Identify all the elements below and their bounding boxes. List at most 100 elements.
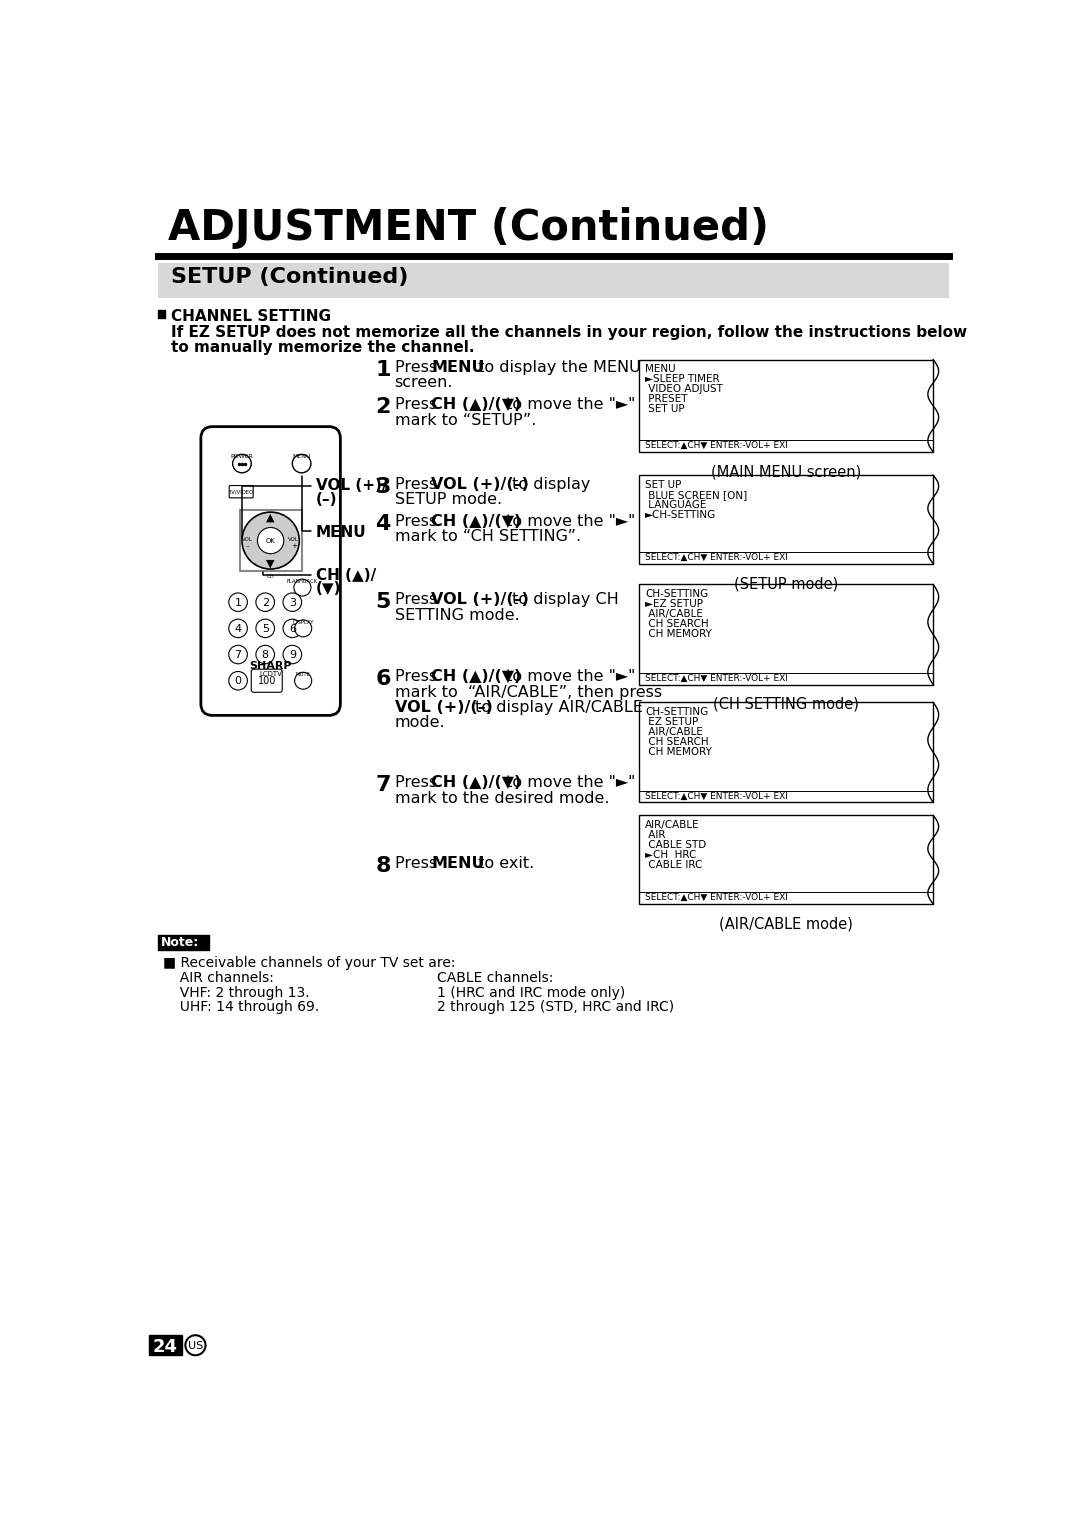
Circle shape	[229, 672, 247, 690]
Text: to display AIR/CABLE: to display AIR/CABLE	[471, 700, 644, 715]
Text: AIR/CABLE: AIR/CABLE	[645, 821, 700, 830]
Text: SHARP: SHARP	[249, 661, 292, 672]
Text: to move the "►": to move the "►"	[501, 514, 635, 529]
Text: TV/VIDEO: TV/VIDEO	[229, 489, 254, 494]
Text: to move the "►": to move the "►"	[501, 669, 635, 684]
Text: BLUE SCREEN [ON]: BLUE SCREEN [ON]	[645, 489, 747, 500]
Circle shape	[256, 594, 274, 612]
Text: to move the "►": to move the "►"	[501, 397, 635, 413]
Text: 7: 7	[375, 776, 391, 796]
Circle shape	[186, 1335, 205, 1355]
Text: SELECT:▲CH▼ ENTER:-VOL+ EXI: SELECT:▲CH▼ ENTER:-VOL+ EXI	[645, 893, 787, 902]
Text: CH-SETTING: CH-SETTING	[645, 707, 708, 716]
Text: screen.: screen.	[394, 374, 454, 390]
Text: SETTING mode.: SETTING mode.	[394, 607, 519, 623]
Text: mark to “SETUP”.: mark to “SETUP”.	[394, 413, 536, 428]
Circle shape	[242, 512, 299, 569]
FancyBboxPatch shape	[201, 426, 340, 715]
Text: ADJUSTMENT (Continued): ADJUSTMENT (Continued)	[167, 207, 769, 249]
Text: Press: Press	[394, 669, 442, 684]
Text: (▼): (▼)	[315, 581, 341, 597]
Text: 7: 7	[234, 650, 242, 660]
Text: 3: 3	[375, 477, 391, 497]
Text: CABLE IRC: CABLE IRC	[645, 861, 702, 870]
Text: MENU: MENU	[431, 359, 485, 374]
Text: CHANNEL SETTING: CHANNEL SETTING	[171, 308, 330, 324]
Circle shape	[283, 646, 301, 664]
Text: CH (▲)/(▼): CH (▲)/(▼)	[431, 669, 522, 684]
Text: EZ SETUP: EZ SETUP	[645, 716, 698, 727]
Text: ■ Receivable channels of your TV set are:: ■ Receivable channels of your TV set are…	[163, 956, 456, 969]
Text: 1: 1	[375, 359, 391, 379]
Text: 9: 9	[288, 650, 296, 660]
Circle shape	[295, 620, 312, 637]
Text: 2: 2	[375, 397, 391, 417]
Text: If EZ SETUP does not memorize all the channels in your region, follow the instru: If EZ SETUP does not memorize all the ch…	[171, 325, 967, 341]
Text: CH MEMORY: CH MEMORY	[645, 629, 712, 640]
Text: AIR channels:: AIR channels:	[171, 971, 273, 985]
Text: LCDTV: LCDTV	[259, 672, 282, 678]
Bar	[159, 310, 165, 318]
Text: to display CH: to display CH	[508, 592, 619, 607]
Circle shape	[257, 528, 284, 554]
FancyBboxPatch shape	[252, 669, 282, 692]
Bar	[638, 476, 933, 563]
Text: UHF: 14 through 69.: UHF: 14 through 69.	[171, 1000, 319, 1014]
Text: SELECT:▲CH▼ ENTER:-VOL+ EXI: SELECT:▲CH▼ ENTER:-VOL+ EXI	[645, 673, 787, 683]
Circle shape	[294, 580, 311, 597]
Text: 1: 1	[234, 598, 242, 607]
Circle shape	[256, 646, 274, 664]
Text: SET UP: SET UP	[645, 480, 681, 489]
Text: mark to “CH SETTING”.: mark to “CH SETTING”.	[394, 529, 581, 545]
Text: to display the MENU: to display the MENU	[473, 359, 640, 374]
Text: mode.: mode.	[394, 715, 445, 730]
Text: POWER: POWER	[230, 454, 254, 459]
Text: CH (▲)/(▼): CH (▲)/(▼)	[431, 776, 522, 790]
Text: Press: Press	[394, 397, 442, 413]
Text: ►CH  HRC: ►CH HRC	[645, 850, 697, 861]
Text: ▲: ▲	[267, 512, 275, 523]
Text: VOL (+)/: VOL (+)/	[315, 479, 387, 494]
Text: 1 (HRC and IRC mode only): 1 (HRC and IRC mode only)	[437, 986, 625, 1000]
FancyBboxPatch shape	[229, 486, 253, 499]
Text: CH: CH	[267, 574, 274, 578]
Text: Press: Press	[394, 477, 442, 492]
Text: (SETUP mode): (SETUP mode)	[734, 575, 838, 591]
Text: Note:: Note:	[161, 936, 200, 950]
Circle shape	[256, 620, 274, 638]
Text: OK: OK	[266, 538, 275, 545]
Text: VIDEO ADJUST: VIDEO ADJUST	[645, 385, 723, 394]
Text: ►CH-SETTING: ►CH-SETTING	[645, 509, 716, 520]
Text: ►SLEEP TIMER: ►SLEEP TIMER	[645, 374, 719, 385]
Text: CH SEARCH: CH SEARCH	[645, 736, 708, 747]
Text: 8: 8	[375, 856, 391, 876]
Text: Press: Press	[394, 856, 442, 870]
Text: 24: 24	[152, 1338, 178, 1356]
Circle shape	[229, 620, 247, 638]
Text: (MAIN MENU screen): (MAIN MENU screen)	[711, 465, 861, 479]
Circle shape	[295, 672, 312, 689]
Text: 100: 100	[257, 676, 275, 686]
Text: LANGUAGE: LANGUAGE	[645, 500, 706, 509]
Text: mark to  “AIR/CABLE”, then press: mark to “AIR/CABLE”, then press	[394, 684, 662, 700]
Text: VHF: 2 through 13.: VHF: 2 through 13.	[171, 986, 309, 1000]
Text: MENU: MENU	[645, 364, 676, 374]
Text: to display: to display	[508, 477, 591, 492]
Text: (CH SETTING mode): (CH SETTING mode)	[713, 696, 859, 712]
Text: 4: 4	[234, 624, 242, 634]
Text: SETUP (Continued): SETUP (Continued)	[171, 267, 408, 287]
Bar	[638, 816, 933, 904]
Text: VOL: VOL	[242, 537, 253, 542]
Text: 3: 3	[288, 598, 296, 607]
Text: SELECT:▲CH▼ ENTER:-VOL+ EXI: SELECT:▲CH▼ ENTER:-VOL+ EXI	[645, 442, 787, 451]
Circle shape	[283, 594, 301, 612]
Text: ►EZ SETUP: ►EZ SETUP	[645, 600, 703, 609]
Text: SELECT:▲CH▼ ENTER:-VOL+ EXI: SELECT:▲CH▼ ENTER:-VOL+ EXI	[645, 552, 787, 561]
Text: 5: 5	[261, 624, 269, 634]
Text: (AIR/CABLE mode): (AIR/CABLE mode)	[719, 916, 853, 931]
Text: DISPLAY: DISPLAY	[293, 620, 314, 624]
Bar	[240, 509, 301, 571]
Text: (–): (–)	[315, 492, 337, 508]
Bar	[638, 584, 933, 684]
Text: US: US	[188, 1341, 203, 1350]
